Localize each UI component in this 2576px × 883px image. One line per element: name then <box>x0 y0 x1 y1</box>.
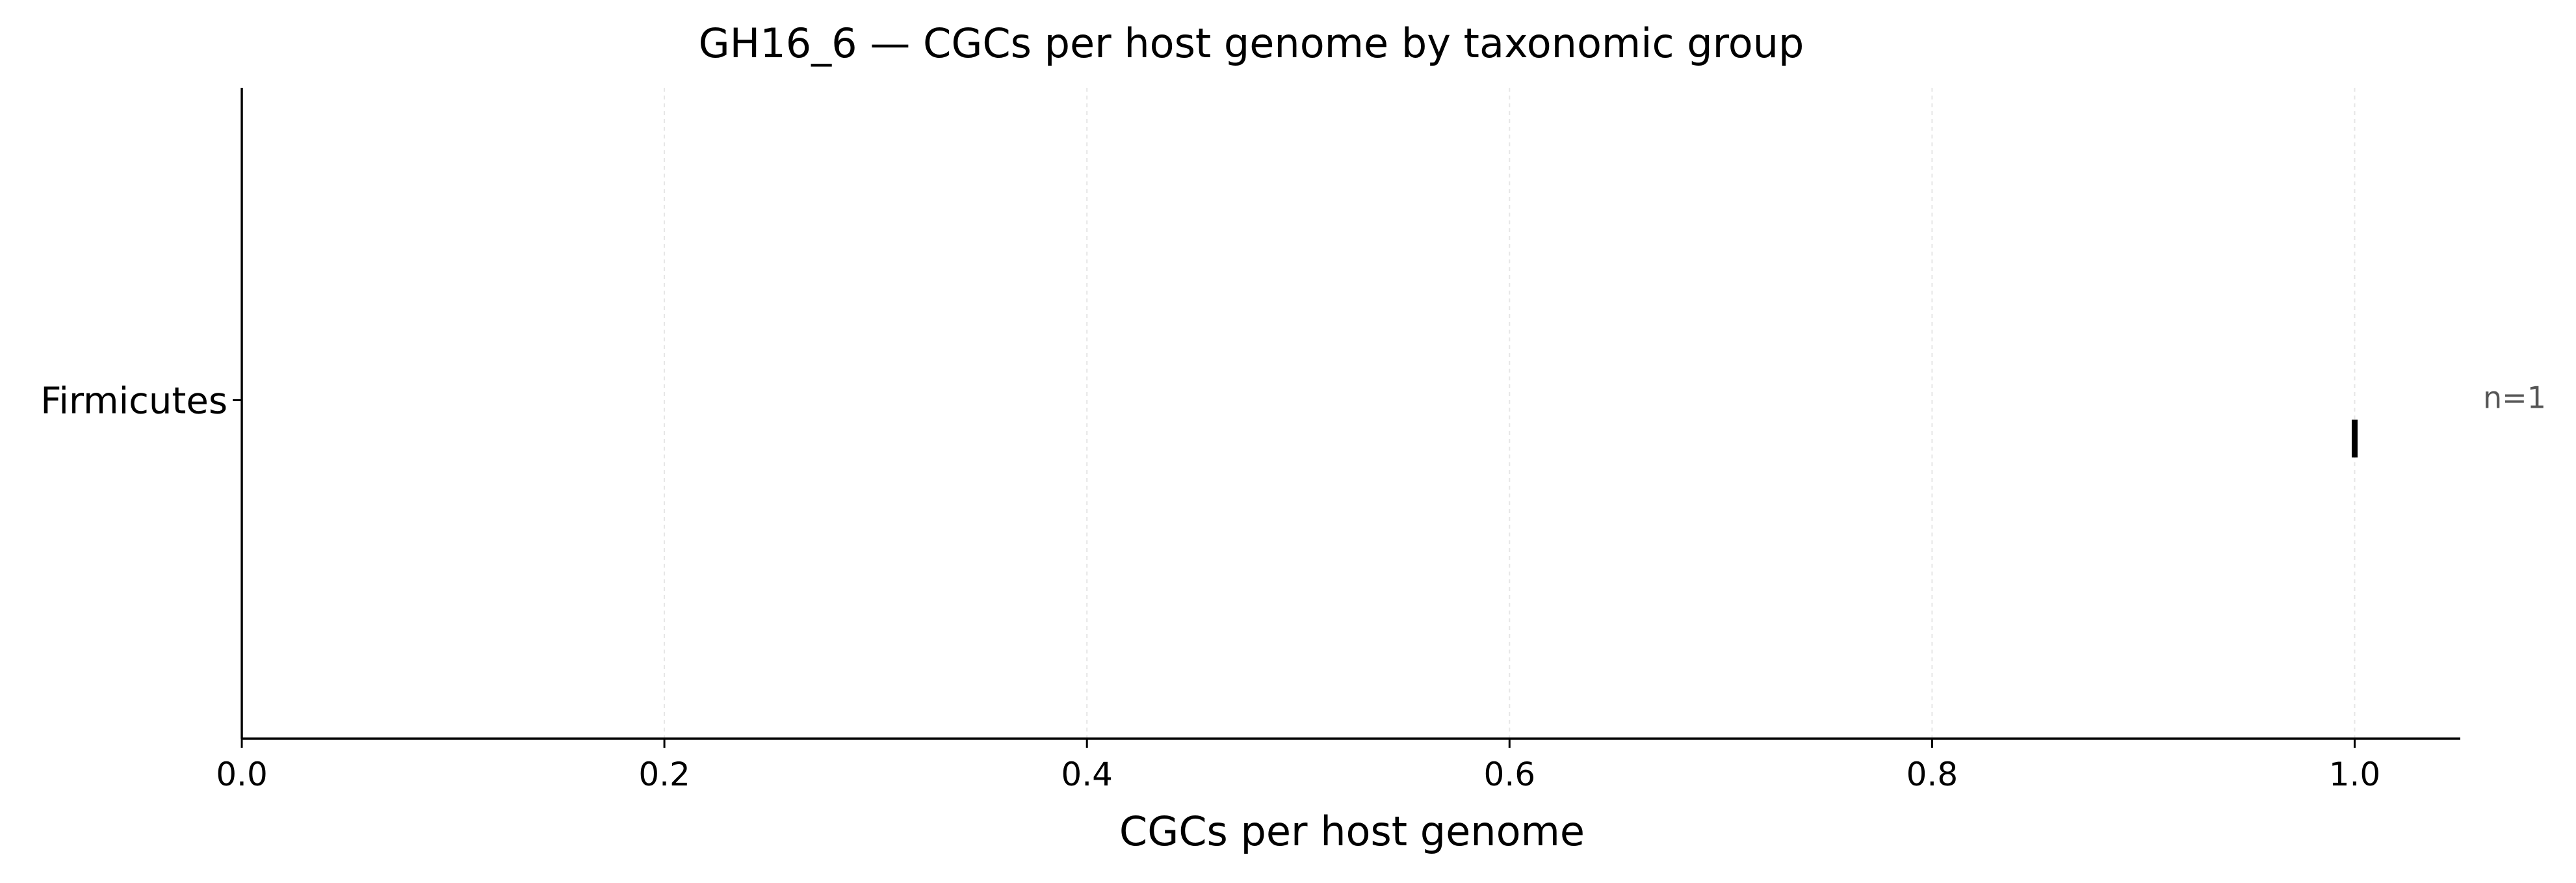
x-tick-label: 0.4 <box>1061 756 1113 793</box>
grid-layer <box>241 88 2356 739</box>
axes-layer: 0.0 0.2 0.4 0.6 0.8 1.0 Firmicutes <box>40 88 2460 793</box>
x-axis-label: CGCs per host genome <box>1119 808 1585 855</box>
x-tick-label: 0.8 <box>1906 756 1958 793</box>
marks-layer: n=1 <box>2351 380 2546 458</box>
chart-title: GH16_6 — CGCs per host genome by taxonom… <box>699 20 1804 67</box>
x-tick-label: 0.2 <box>638 756 690 793</box>
count-label: n=1 <box>2483 380 2546 415</box>
x-tick-label: 0.6 <box>1484 756 1536 793</box>
x-tick-label: 0.0 <box>216 756 268 793</box>
category-label: Firmicutes <box>40 380 228 423</box>
x-tick-label: 1.0 <box>2329 756 2381 793</box>
